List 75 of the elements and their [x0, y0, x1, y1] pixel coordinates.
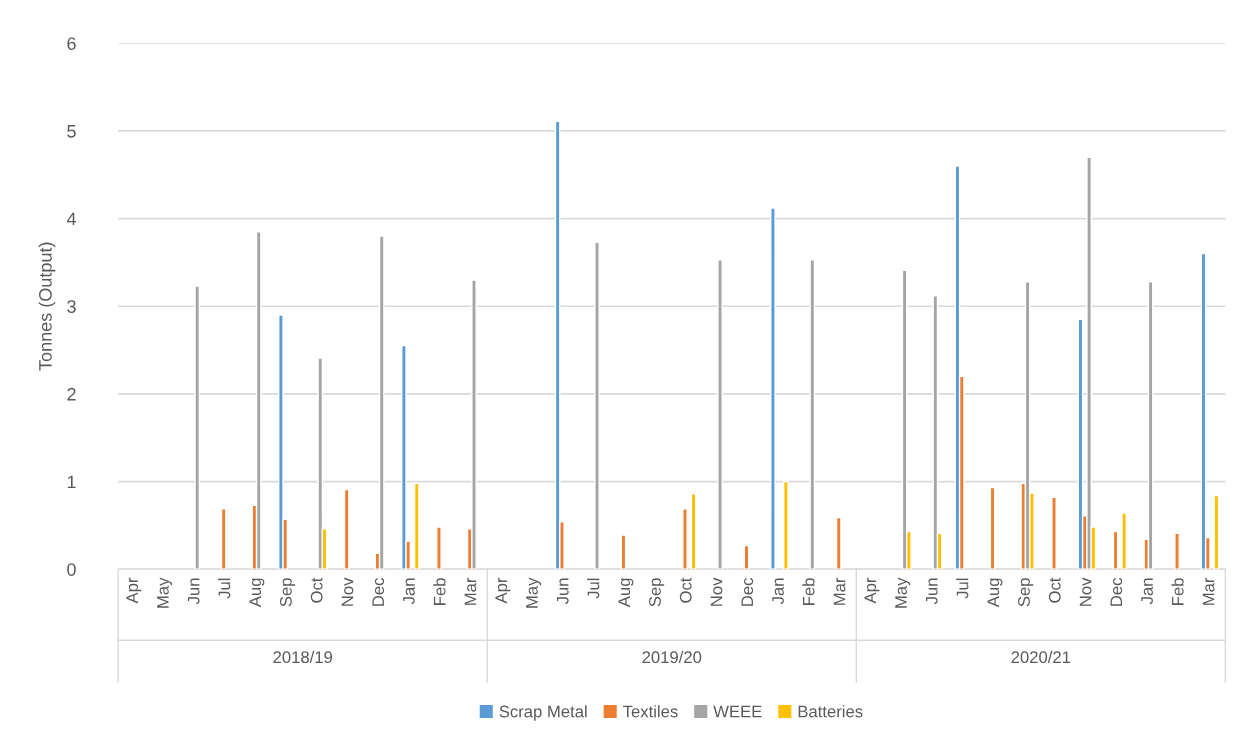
y-tick-label: 6 [67, 37, 76, 50]
x-tick-label: Feb [433, 578, 446, 605]
x-tick-label: Nov [341, 577, 354, 606]
x-tick-label: May [157, 577, 173, 608]
x-tick-label: Sep [649, 578, 665, 607]
legend-label: Textiles [623, 705, 678, 718]
x-tick-label: Sep [1018, 578, 1034, 607]
bar [194, 285, 201, 570]
bar [770, 207, 776, 570]
x-tick-label: Aug [249, 578, 265, 608]
x-tick-label: Jun [926, 578, 938, 605]
x-tick-label: Jun [556, 578, 569, 605]
bar [717, 259, 723, 570]
bar [413, 482, 420, 570]
bar [1051, 496, 1057, 570]
bar [1121, 512, 1128, 570]
bar [554, 120, 561, 570]
x-tick-label: Jan [1141, 578, 1153, 605]
x-tick-label: Oct [679, 577, 692, 603]
bar [220, 508, 227, 570]
text: 2019/20 [642, 650, 702, 664]
legend-label: Scrap Metal [499, 705, 587, 721]
x-tick-label: Sep [280, 578, 296, 607]
y-tick-label: 5 [67, 125, 76, 138]
x-tick-label: Aug [618, 578, 634, 608]
x-tick-label: Feb [802, 578, 815, 605]
y-tick-label: 4 [66, 212, 76, 226]
bar [1174, 532, 1180, 570]
x-tick-label: Apr [864, 577, 880, 604]
x-tick-label: Dec [741, 577, 754, 606]
x-tick-label: Feb [1171, 578, 1184, 605]
x-tick-label: Apr [126, 577, 142, 604]
text: 2018/19 [273, 650, 333, 664]
x-tick-label: Apr [495, 577, 511, 604]
bar [317, 357, 324, 570]
bar [471, 279, 477, 570]
bar [932, 295, 939, 570]
x-tick-label: Jul [587, 578, 600, 599]
y-tick-label: 0 [67, 563, 76, 576]
y-tick-label: 2 [67, 387, 76, 401]
legend-label: WEEE [713, 705, 762, 718]
bar [255, 231, 262, 570]
bar [378, 235, 385, 570]
bar [1086, 156, 1092, 570]
x-tick-label: Oct [310, 577, 323, 603]
x-tick-label: Mar [833, 577, 846, 605]
x-tick-label: Aug [987, 578, 1003, 608]
bar [436, 526, 442, 570]
bar [401, 344, 407, 570]
bar [835, 516, 842, 570]
bar [594, 241, 600, 570]
bar [682, 508, 688, 570]
y-tick-label: 1 [67, 475, 76, 489]
y-axis-title: Tonnes (Output) [38, 242, 56, 371]
text: 2020/21 [1011, 650, 1071, 664]
x-tick-label: Mar [1202, 577, 1215, 605]
y-tick-label: 3 [67, 300, 76, 313]
x-tick-label: Jul [218, 578, 231, 599]
x-tick-label: Dec [1110, 577, 1123, 606]
x-tick-label: Jul [956, 578, 969, 599]
x-tick-label: Nov [1079, 577, 1092, 606]
bar [343, 488, 350, 570]
x-tick-label: Nov [710, 577, 723, 606]
x-tick-label: Jun [187, 578, 200, 605]
x-tick-label: Mar [464, 577, 477, 605]
legend-label: Batteries [798, 705, 863, 718]
bar [783, 480, 789, 570]
x-tick-label: Jan [403, 578, 415, 605]
x-tick-label: May [895, 577, 911, 608]
x-tick-label: Dec [372, 577, 385, 606]
x-tick-label: Oct [1048, 577, 1061, 603]
bar [278, 314, 284, 570]
bar [809, 259, 816, 570]
x-tick-label: May [526, 577, 542, 608]
x-tick-label: Jan [772, 578, 784, 605]
